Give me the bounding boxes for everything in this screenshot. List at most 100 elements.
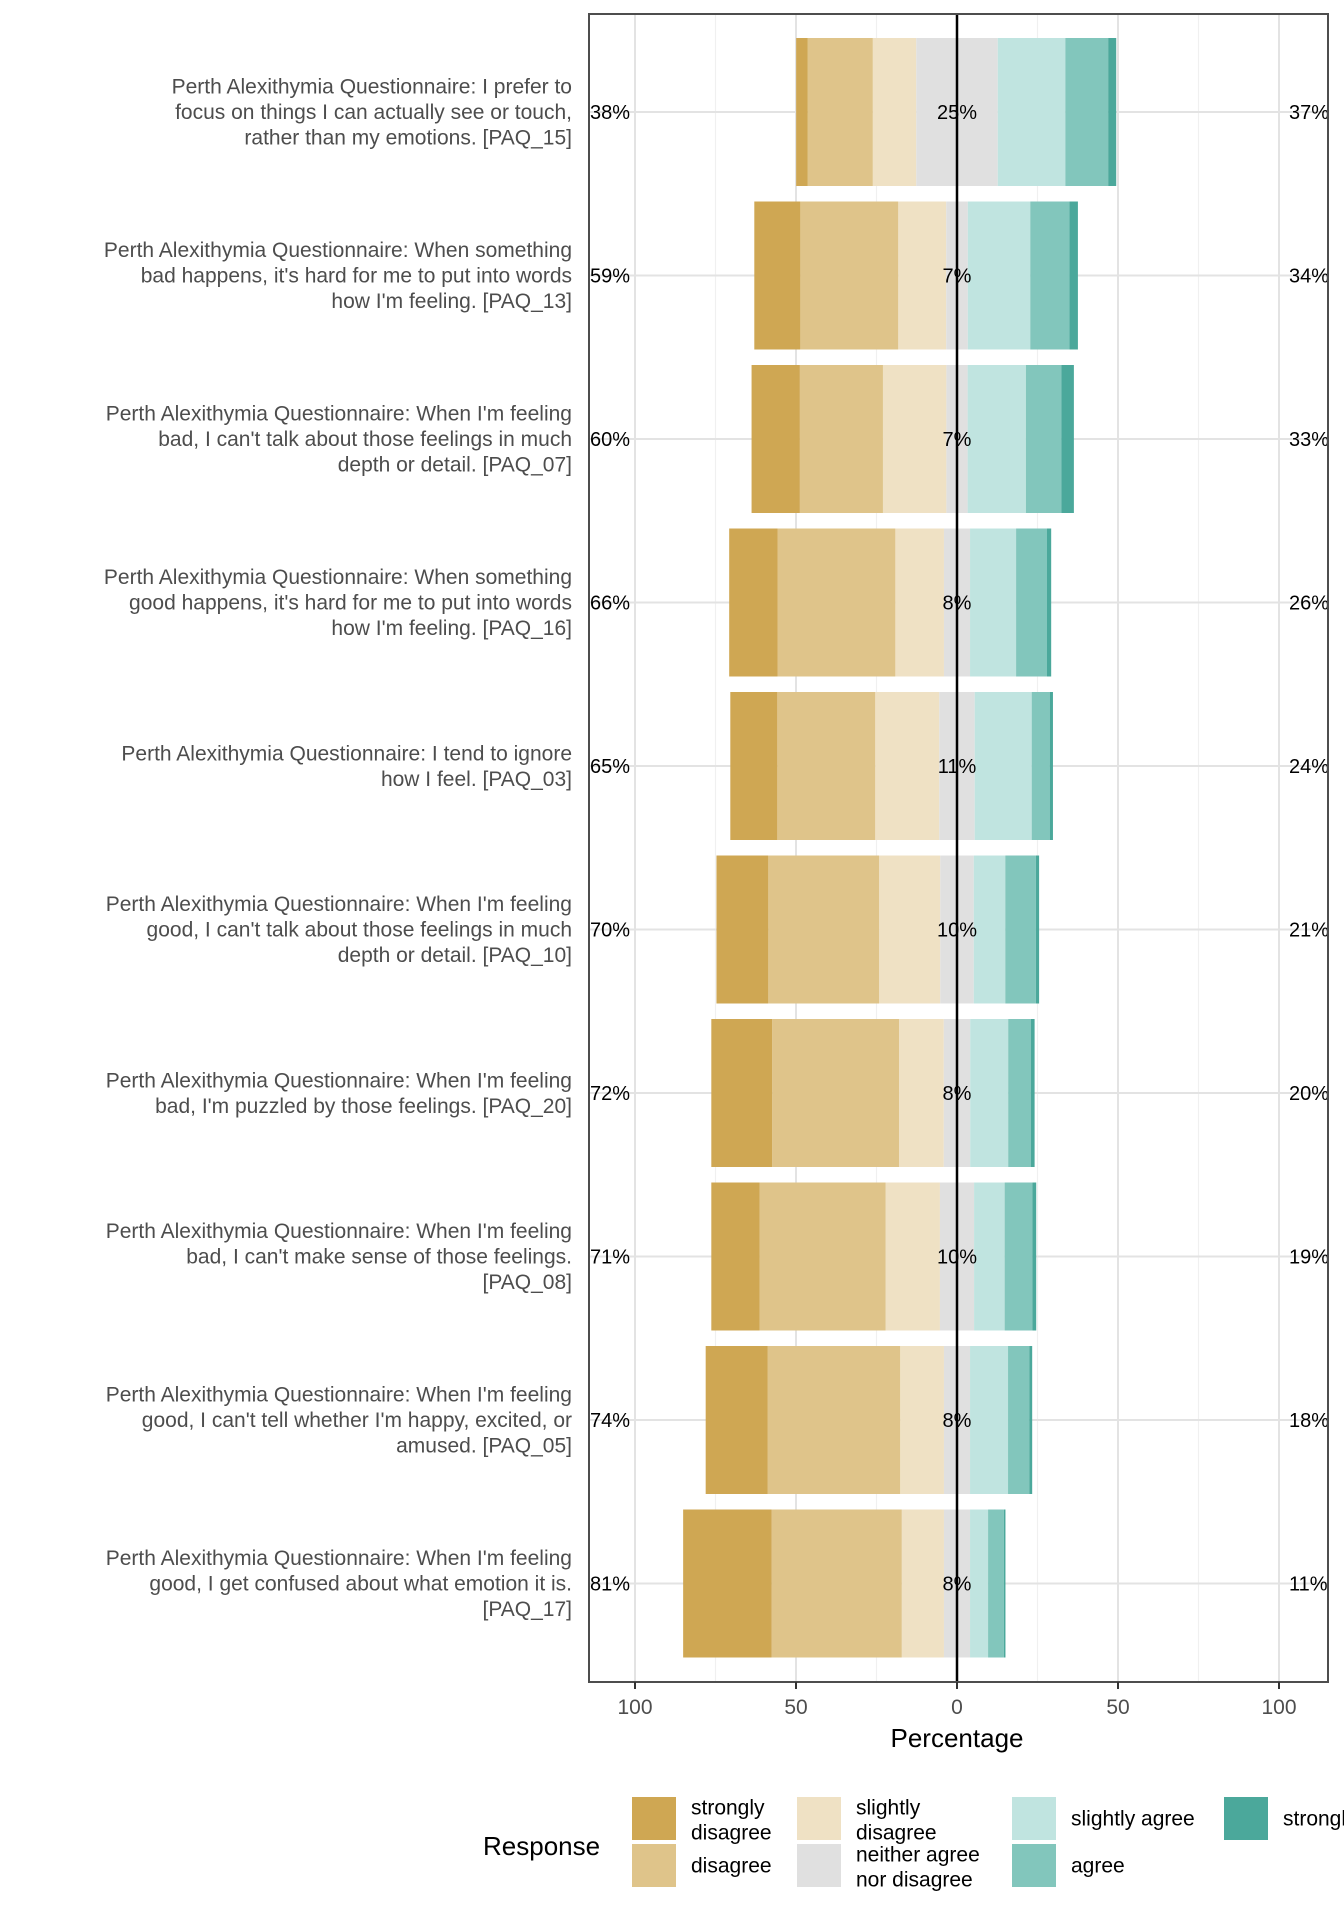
category-label-line: how I feel. [PAQ_03] [381, 768, 572, 791]
bar-segment-disagree [799, 365, 883, 513]
bar-segment-disagree [807, 38, 873, 186]
bar-segment-strongly-agree [1061, 365, 1074, 513]
bar-segment-slightly-disagree [895, 528, 944, 677]
bar-segment-strongly-disagree [730, 692, 778, 840]
right-percent-label: 26% [1289, 593, 1329, 615]
legend-label: agree [1071, 1855, 1125, 1878]
category-label-line: good, I can't tell whether I'm happy, ex… [142, 1409, 572, 1432]
right-percent-label: 19% [1289, 1247, 1329, 1269]
bar-segment-slightly-disagree [872, 38, 917, 186]
bar-segment-disagree [768, 855, 880, 1004]
category-label-line: [PAQ_17] [483, 1598, 573, 1621]
right-percent-label: 24% [1289, 756, 1329, 778]
category-label-line: depth or detail. [PAQ_07] [338, 454, 572, 477]
bar-segment-strongly-agree [1029, 1346, 1033, 1494]
bar-segment-disagree [800, 201, 899, 350]
x-tick-label: 0 [951, 1696, 963, 1719]
legend-key [797, 1844, 841, 1887]
right-percent-label: 21% [1289, 920, 1329, 942]
left-percent-label: 70% [590, 920, 630, 942]
left-percent-label: 81% [590, 1574, 630, 1596]
bar-segment-slightly-disagree [899, 1019, 944, 1167]
legend-label: nor disagree [856, 1869, 973, 1892]
legend-key [797, 1797, 841, 1840]
left-percent-label: 38% [590, 102, 630, 124]
legend-label: slightly agree [1071, 1808, 1195, 1831]
bar-segment-slightly-agree [967, 201, 1031, 350]
legend-label: neither agree [856, 1844, 980, 1867]
x-tick-label: 50 [784, 1696, 807, 1719]
category-label-line: Perth Alexithymia Questionnaire: I tend … [121, 742, 572, 765]
category-label-line: bad, I can't make sense of those feeling… [186, 1246, 572, 1269]
x-tick-label: 100 [617, 1696, 652, 1719]
bar-segment-strongly-disagree [711, 1182, 760, 1331]
bar-segment-slightly-agree [970, 528, 1017, 677]
category-label-line: [PAQ_08] [483, 1271, 573, 1294]
category-label-line: bad, I'm puzzled by those feelings. [PAQ… [155, 1095, 572, 1118]
bar-segment-strongly-disagree [711, 1019, 773, 1167]
right-percent-label: 33% [1289, 429, 1329, 451]
bar-segment-strongly-agree [1046, 528, 1052, 677]
bar-segment-disagree [767, 1346, 901, 1494]
category-label-line: how I'm feeling. [PAQ_13] [331, 290, 572, 313]
left-percent-label: 71% [590, 1247, 630, 1269]
bar-segment-agree [1030, 201, 1070, 350]
legend-label: disagree [691, 1822, 772, 1845]
bar-segment-disagree [772, 1019, 900, 1167]
category-label-line: bad happens, it's hard for me to put int… [141, 265, 572, 288]
category-label-line: good happens, it's hard for me to put in… [129, 592, 572, 615]
legend-title: Response [483, 1831, 600, 1861]
bar-segment-slightly-disagree [879, 855, 941, 1004]
category-label-line: amused. [PAQ_05] [396, 1435, 572, 1458]
right-percent-label: 34% [1289, 266, 1329, 288]
bar-segment-strongly-agree [1032, 1182, 1037, 1331]
bar-segment-strongly-agree [1035, 855, 1040, 1004]
left-percent-label: 72% [590, 1083, 630, 1105]
left-percent-label: 74% [590, 1410, 630, 1432]
category-label-line: good, I can't talk about those feelings … [147, 919, 572, 942]
right-percent-label: 37% [1289, 102, 1329, 124]
category-label-line: Perth Alexithymia Questionnaire: When I'… [106, 1384, 572, 1407]
left-percent-label: 65% [590, 756, 630, 778]
category-label-line: Perth Alexithymia Questionnaire: When so… [104, 239, 572, 262]
bar-segment-slightly-agree [970, 1019, 1009, 1167]
bar-segment-strongly-disagree [754, 201, 801, 350]
bar-segment-agree [1008, 1019, 1031, 1167]
category-label-line: rather than my emotions. [PAQ_15] [244, 127, 572, 150]
category-label-line: Perth Alexithymia Questionnaire: When I'… [106, 1069, 572, 1092]
category-label-line: Perth Alexithymia Questionnaire: When I'… [106, 403, 572, 426]
bar-segment-agree [1004, 1182, 1033, 1331]
bar-segment-slightly-agree [970, 1346, 1009, 1494]
bar-segment-slightly-agree [970, 1509, 989, 1658]
bar-segment-strongly-disagree [716, 855, 769, 1004]
legend-label: disagree [691, 1855, 772, 1878]
category-label-line: focus on things I can actually see or to… [175, 101, 572, 124]
category-label-line: Perth Alexithymia Questionnaire: When I'… [106, 1547, 572, 1570]
bar-segment-strongly-agree [1003, 1509, 1006, 1658]
legend-key [632, 1797, 676, 1840]
bar-segment-strongly-agree [1049, 692, 1053, 840]
bar-segment-strongly-disagree [796, 38, 808, 186]
plot-border [588, 13, 1329, 1683]
bar-segment-disagree [777, 692, 876, 840]
category-label-line: depth or detail. [PAQ_10] [338, 944, 572, 967]
bar-segment-disagree [777, 528, 896, 677]
bar-segment-strongly-disagree [683, 1509, 772, 1658]
x-tick-label: 100 [1261, 1696, 1296, 1719]
bar-segment-strongly-agree [1108, 38, 1117, 186]
legend-label: strongly agree [1283, 1808, 1344, 1831]
category-label-line: Perth Alexithymia Questionnaire: When so… [104, 566, 572, 589]
legend-key [1224, 1797, 1268, 1840]
left-percent-label: 59% [590, 266, 630, 288]
left-percent-label: 60% [590, 429, 630, 451]
bar-segment-slightly-agree [967, 365, 1026, 513]
bar-segment-slightly-disagree [885, 1182, 940, 1331]
category-label-line: Perth Alexithymia Questionnaire: I prefe… [172, 76, 572, 99]
bar-segment-agree [1031, 692, 1050, 840]
bar-segment-slightly-disagree [901, 1509, 944, 1658]
bar-segment-strongly-disagree [729, 528, 778, 677]
bar-segment-strongly-agree [1069, 201, 1078, 350]
bar-segment-slightly-agree [974, 1182, 1005, 1331]
